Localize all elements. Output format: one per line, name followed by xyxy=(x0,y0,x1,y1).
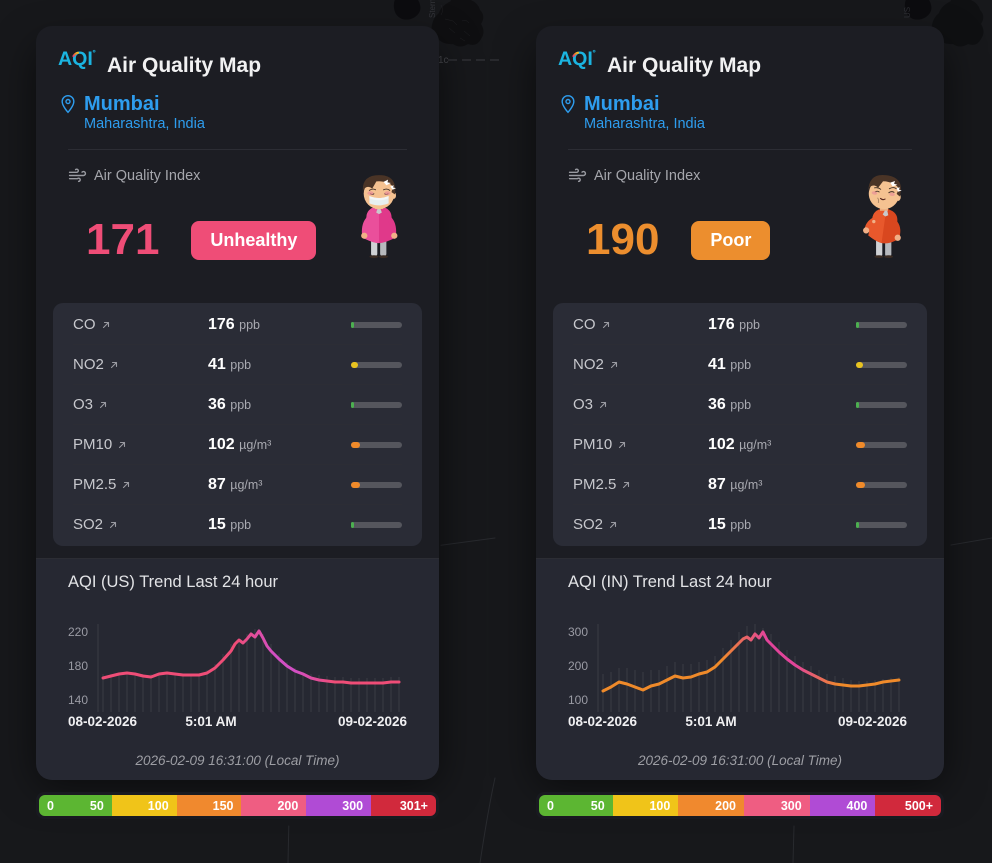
svg-text:US: US xyxy=(903,7,912,18)
svg-text:140: 140 xyxy=(68,693,88,707)
svg-text:09-02-2026: 09-02-2026 xyxy=(838,714,907,729)
svg-text:200: 200 xyxy=(568,659,588,673)
svg-text:AQI: AQI xyxy=(58,48,93,70)
svg-text:180: 180 xyxy=(68,659,88,673)
svg-text:Stern.: Stern. xyxy=(428,0,437,18)
svg-text:300: 300 xyxy=(568,625,588,639)
svg-text:AQI: AQI xyxy=(558,48,593,70)
svg-text:08-02-2026: 08-02-2026 xyxy=(68,714,138,729)
svg-text:08-02-2026: 08-02-2026 xyxy=(568,714,638,729)
svg-text:5:01 AM: 5:01 AM xyxy=(685,714,736,729)
svg-text:5:01 AM: 5:01 AM xyxy=(185,714,236,729)
svg-text:1c: 1c xyxy=(438,55,449,66)
svg-text:100: 100 xyxy=(568,693,588,707)
svg-text:09-02-2026: 09-02-2026 xyxy=(338,714,407,729)
svg-text:220: 220 xyxy=(68,625,88,639)
